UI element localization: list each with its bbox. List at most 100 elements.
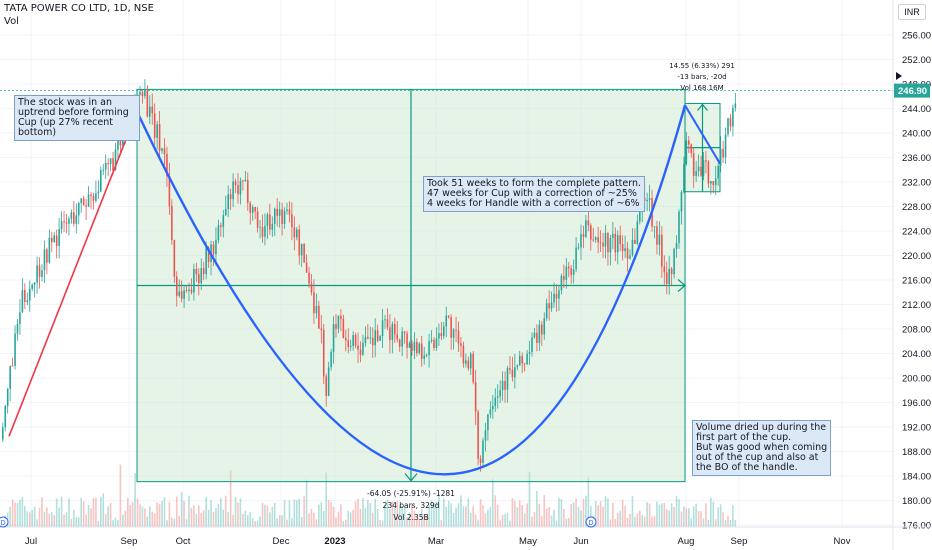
candle-body — [313, 292, 315, 314]
volume-bar — [332, 506, 335, 527]
candle-body — [489, 409, 492, 415]
volume-bar — [423, 513, 425, 527]
candle-body — [447, 315, 450, 318]
volume-bar — [362, 498, 364, 527]
candle-body — [65, 222, 68, 224]
candle-body — [479, 458, 482, 463]
candle-body — [567, 266, 570, 269]
down-arrow — [404, 473, 418, 482]
candle-body — [256, 211, 259, 228]
candle-body — [425, 354, 428, 356]
candle-body — [200, 268, 203, 284]
candle-body — [570, 268, 572, 275]
volume-bar — [616, 512, 619, 527]
volume-bar — [430, 500, 433, 527]
candle-body — [215, 239, 217, 255]
candle-body — [288, 209, 291, 215]
volume-bar — [237, 502, 239, 527]
volume-bar — [401, 506, 403, 527]
candle-body — [499, 390, 501, 397]
candle-body — [592, 239, 595, 241]
candle-body — [320, 328, 323, 331]
volume-bar — [65, 512, 68, 527]
volume-label: Vol — [4, 16, 19, 27]
candle-body — [381, 320, 384, 337]
candle-body — [249, 202, 252, 213]
candle-body — [156, 124, 158, 138]
candle-body — [222, 215, 225, 227]
volume-bar — [276, 518, 278, 527]
candle-body — [367, 336, 369, 339]
candle-body — [232, 181, 234, 200]
candle-body — [28, 288, 31, 301]
volume-bar — [70, 518, 73, 527]
symbol-title: TATA POWER CO LTD, 1D, NSE — [4, 3, 154, 14]
volume-bar — [450, 503, 452, 527]
candle-body — [178, 291, 180, 296]
candle-body — [19, 312, 21, 324]
candle-body — [107, 162, 109, 165]
volume-bar — [269, 512, 271, 527]
volume-bar — [161, 500, 163, 527]
candle-body — [266, 214, 269, 226]
volume-bar — [205, 496, 207, 527]
volume-bar — [215, 508, 217, 527]
candle-body — [482, 440, 484, 463]
candle-body — [24, 290, 26, 302]
candle-body — [450, 317, 452, 338]
candle-body — [371, 337, 374, 346]
y-tick-label: 208.00 — [902, 325, 931, 336]
volume-bar — [139, 504, 141, 527]
volume-bar — [330, 502, 332, 527]
candle-body — [46, 249, 48, 263]
volume-bar — [403, 506, 406, 527]
candle-body — [734, 103, 737, 108]
volume-bar — [548, 506, 550, 527]
volume-bar — [273, 502, 276, 527]
candle-body — [403, 331, 406, 334]
candle-body — [646, 199, 648, 202]
candle-body — [572, 269, 575, 275]
volume-bar — [506, 513, 509, 527]
measure-ranges — [136, 88, 721, 483]
candle-body — [141, 92, 144, 96]
candle-body — [430, 339, 433, 341]
volume-bar — [518, 500, 521, 527]
candle-body — [161, 148, 163, 151]
volume-bar — [599, 501, 602, 527]
candle-body — [325, 376, 327, 396]
volume-bar — [670, 503, 673, 527]
candle-body — [724, 134, 727, 158]
candle-body — [565, 266, 568, 280]
volume-bar — [281, 515, 283, 527]
candle-body — [614, 233, 617, 253]
candle-body — [276, 208, 278, 216]
currency-badge[interactable]: INR — [898, 4, 926, 20]
dividend-marker-letter: D — [0, 520, 5, 527]
volume-bar — [144, 508, 146, 527]
volume-bar — [695, 503, 697, 527]
volume-bar — [553, 509, 555, 527]
candle-body — [719, 148, 722, 166]
x-tick-label: Nov — [834, 536, 851, 547]
volume-bar — [264, 504, 266, 527]
candle-body — [310, 283, 313, 293]
candle-body — [585, 220, 587, 237]
volume-bar — [198, 505, 200, 527]
candle-body — [386, 319, 389, 328]
volume-bar — [327, 500, 330, 527]
candle-body — [675, 243, 678, 249]
candle-body — [376, 330, 379, 341]
candle-body — [416, 341, 418, 354]
x-tick-label: Oct — [176, 536, 191, 547]
candle-body — [678, 211, 680, 244]
volume-bar — [36, 519, 38, 527]
candle-body — [163, 148, 166, 155]
drawings — [0, 90, 893, 476]
candle-body — [604, 233, 607, 247]
volume-bar — [19, 500, 21, 527]
volume-bar — [335, 517, 337, 527]
candle-body — [710, 181, 712, 184]
candle-body — [634, 239, 636, 244]
